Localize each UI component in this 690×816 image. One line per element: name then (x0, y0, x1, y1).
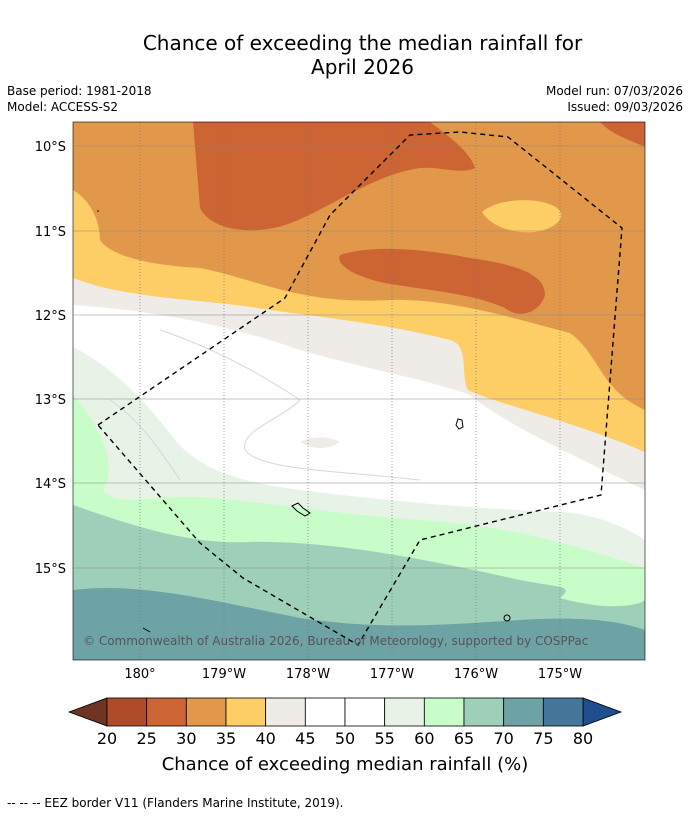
longitude-labels: 180° 179°W 178°W 177°W 176°W 175°W (124, 667, 582, 682)
colorbar-tick: 55 (374, 729, 394, 748)
colorbar-segment (106, 697, 148, 727)
contour-line-2 (109, 399, 181, 481)
colorbar-segment (304, 697, 346, 727)
colorbar-segment (185, 697, 227, 727)
eez-footnote: -- -- -- EEZ border V11 (Flanders Marine… (7, 796, 344, 810)
colorbar-segment (503, 697, 544, 727)
colorbar-segment (146, 697, 187, 727)
probability-fields (73, 122, 645, 660)
lat-label: 13°S (35, 393, 66, 408)
lat-label: 14°S (35, 477, 66, 492)
colorbar-tick: 60 (414, 729, 434, 748)
colorbar-tick: 45 (295, 729, 315, 748)
colorbar-extend-high (582, 697, 623, 727)
lon-label: 180° (124, 667, 155, 682)
colorbar-segment (463, 697, 505, 727)
lat-label: 12°S (35, 309, 66, 324)
field-25-30-band (339, 248, 545, 314)
lon-label: 175°W (538, 667, 582, 682)
title-line-1: Chance of exceeding the median rainfall … (142, 31, 583, 55)
contour-line-1 (159, 329, 421, 481)
island-outline (97, 210, 99, 212)
island-outline (291, 502, 311, 517)
meta-right: Model run: 07/03/2026 Issued: 09/03/2026 (546, 83, 683, 115)
model-run: Model run: 07/03/2026 (545, 84, 683, 98)
colorbar-tick: 20 (97, 729, 117, 748)
lon-label: 177°W (370, 667, 414, 682)
map-frame (72, 121, 646, 661)
field-35-40-island (482, 200, 562, 233)
island-outline (455, 418, 464, 430)
colorbar-tick: 40 (255, 729, 275, 748)
lon-label: 178°W (286, 667, 330, 682)
field-25-30-north (193, 122, 475, 231)
colorbar-segment (384, 697, 425, 727)
base-period: Base period: 1981-2018 (7, 84, 152, 98)
colorbar-tick: 50 (335, 729, 355, 748)
colorbar-segment (344, 697, 386, 727)
lon-label: 179°W (202, 667, 246, 682)
latitude-labels: 10°S 11°S 12°S 13°S 14°S 15°S (35, 140, 66, 577)
colorbar (67, 697, 623, 727)
colorbar-segment (423, 697, 465, 727)
issued-date: Issued: 09/03/2026 (567, 100, 683, 114)
copyright-text: © Commonwealth of Australia 2026, Bureau… (83, 634, 588, 648)
meta-left: Base period: 1981-2018 Model: ACCESS-S2 (7, 83, 152, 115)
colorbar-segment (265, 697, 306, 727)
colorbar-tick-labels: 20 25 30 35 40 45 50 55 60 65 70 75 80 (97, 729, 593, 748)
island-outline (142, 627, 151, 633)
gridlines (73, 122, 645, 660)
field-40-45-island (300, 437, 340, 448)
lat-label: 15°S (35, 562, 66, 577)
colorbar-tick: 25 (136, 729, 156, 748)
colorbar-extend-low (67, 697, 108, 727)
colorbar-tick: 70 (493, 729, 513, 748)
model-name: Model: ACCESS-S2 (7, 100, 119, 114)
title-line-2: April 2026 (311, 55, 414, 79)
field-25-30-corner (600, 122, 645, 147)
island-outline (503, 614, 511, 622)
eez-border (96, 131, 623, 646)
colorbar-tick: 80 (573, 729, 593, 748)
lat-label: 10°S (35, 140, 66, 155)
colorbar-segment (542, 697, 584, 727)
colorbar-tick: 75 (533, 729, 553, 748)
lon-label: 176°W (454, 667, 498, 682)
colorbar-tick: 65 (454, 729, 474, 748)
lat-label: 11°S (35, 225, 66, 240)
colorbar-label: Chance of exceeding median rainfall (%) (162, 754, 529, 775)
colorbar-tick: 30 (176, 729, 196, 748)
chart-title: Chance of exceeding the median rainfall … (0, 31, 690, 79)
colorbar-tick: 35 (216, 729, 236, 748)
colorbar-segment (225, 697, 267, 727)
